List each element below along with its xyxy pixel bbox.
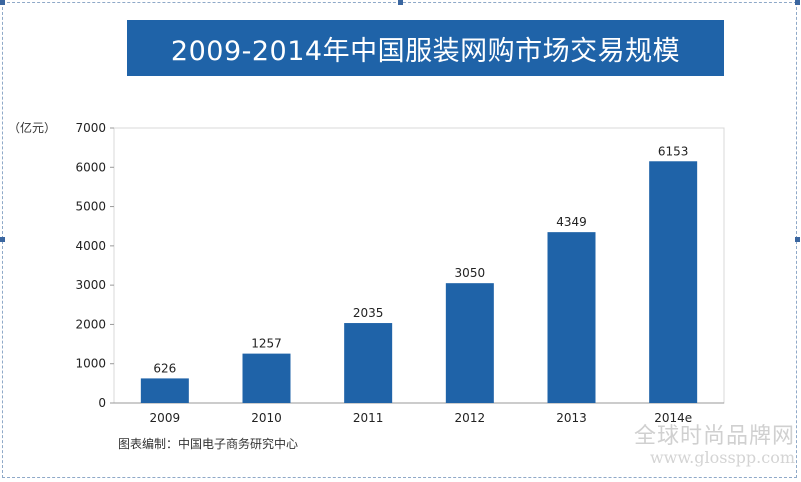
bar-2014e <box>649 161 698 403</box>
x-tick-label-2013: 2013 <box>556 411 587 425</box>
watermark: 全球时尚品牌网 www.glosspp.com <box>633 424 795 468</box>
y-tick-label: 4000 <box>75 239 106 253</box>
watermark-url: www.glosspp.com <box>649 448 795 468</box>
resize-handle-top-right[interactable] <box>795 0 800 5</box>
y-tick-label: 5000 <box>75 200 106 214</box>
bar-2013 <box>547 232 596 403</box>
bar-2012 <box>445 283 494 403</box>
watermark-text: 全球时尚品牌网 <box>633 424 795 449</box>
data-label-2013: 4349 <box>556 215 587 229</box>
chart-title: 2009-2014年中国服装网购市场交易规模 <box>127 20 724 76</box>
y-tick-label: 1000 <box>75 357 106 371</box>
resize-handle-right[interactable] <box>795 237 800 242</box>
plot-area <box>113 127 725 404</box>
x-tick-label-2011: 2011 <box>353 411 384 425</box>
source-note: 图表编制：中国电子商务研究中心 <box>118 437 299 451</box>
y-tick-label: 2000 <box>75 317 106 331</box>
x-tick-label-2010: 2010 <box>251 411 282 425</box>
y-tick-label: 0 <box>98 396 106 410</box>
y-tick-label: 7000 <box>75 121 106 135</box>
bar-2009 <box>140 378 189 403</box>
data-label-2012: 3050 <box>455 266 486 280</box>
resize-handle-left[interactable] <box>0 237 5 242</box>
data-label-2011: 2035 <box>353 306 384 320</box>
y-tick-label: 6000 <box>75 160 106 174</box>
y-tick-label: 3000 <box>75 278 106 292</box>
resize-handle-top-left[interactable] <box>0 0 5 5</box>
resize-handle-top[interactable] <box>398 0 403 5</box>
data-label-2009: 626 <box>153 361 176 375</box>
data-label-2010: 1257 <box>251 337 282 351</box>
bar-2011 <box>344 323 393 403</box>
bar-2010 <box>242 353 291 403</box>
data-label-2014e: 6153 <box>658 144 689 158</box>
y-axis-unit-label: （亿元） <box>8 121 57 135</box>
x-tick-label-2014e: 2014e <box>654 411 692 425</box>
x-tick-label-2009: 2009 <box>150 411 181 425</box>
x-tick-label-2012: 2012 <box>455 411 486 425</box>
